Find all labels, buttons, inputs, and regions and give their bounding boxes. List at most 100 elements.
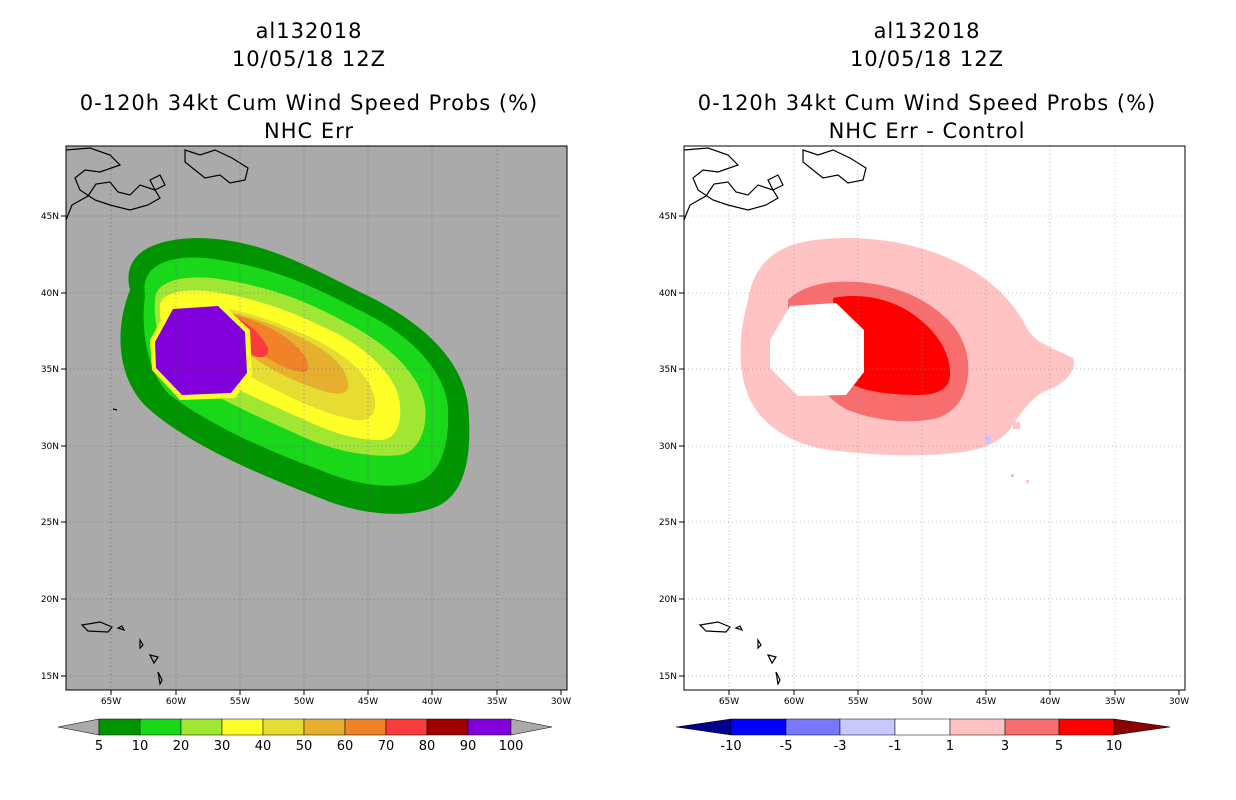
lon-label: 30W xyxy=(551,697,571,707)
colorbar-bin xyxy=(221,718,264,736)
colorbar-bin xyxy=(467,718,512,736)
wind-prob-map: 65W 60W 55W 50W 45W 40W 35W 30W 45N 40N … xyxy=(41,145,571,754)
island-1 xyxy=(116,625,126,632)
island-3 xyxy=(148,654,159,665)
colorbar-label: 100 xyxy=(499,739,524,754)
lat-label: 45N xyxy=(41,212,59,222)
lat-label: 20N xyxy=(41,595,59,605)
forecast-datetime: 10/05/18 12Z xyxy=(231,47,387,71)
island-1 xyxy=(734,625,744,632)
lon-label: 65W xyxy=(101,697,121,707)
coast-fragment xyxy=(149,174,166,191)
lon-label: 45W xyxy=(358,697,378,707)
colorbar-bin xyxy=(949,718,1006,736)
island-2 xyxy=(757,637,762,650)
colorbar-bin xyxy=(385,718,428,736)
colorbar-label: 90 xyxy=(460,739,477,754)
colorbar-label: 60 xyxy=(337,739,354,754)
lon-labels: 65W 60W 55W 50W 45W 40W 35W 30W xyxy=(101,697,571,707)
colorbar-low-arrow xyxy=(57,718,100,736)
lat-label: 30N xyxy=(41,442,59,452)
coastlines xyxy=(65,147,249,686)
newfoundland-coast xyxy=(184,149,249,184)
lon-label: 65W xyxy=(719,697,739,707)
lon-label: 50W xyxy=(912,697,932,707)
map-subtitle: NHC Err xyxy=(263,119,354,143)
left-map-panel: al132018 10/05/18 12Z 0-120h 34kt Cum Wi… xyxy=(41,19,571,754)
colorbar-bin xyxy=(1058,718,1115,736)
scattered-negative-cells xyxy=(986,436,1014,477)
colorbar-label: -5 xyxy=(780,739,793,754)
difference-map: 65W 60W 55W 50W 45W 40W 35W 30W 45N 40N … xyxy=(659,145,1189,754)
colorbar-label: 10 xyxy=(132,739,149,754)
colorbar-label: 1 xyxy=(946,739,954,754)
plot-frame xyxy=(683,145,1186,691)
colorbar-label: -1 xyxy=(889,739,902,754)
lon-label: 35W xyxy=(487,697,507,707)
forecast-datetime: 10/05/18 12Z xyxy=(849,47,1005,71)
colorbar-bin xyxy=(426,718,469,736)
lat-label: 25N xyxy=(41,518,59,528)
colorbar-bin xyxy=(180,718,223,736)
colorbar-label: 40 xyxy=(255,739,272,754)
lon-label: 55W xyxy=(848,697,868,707)
lon-label: 40W xyxy=(1040,697,1060,707)
map-subtitle: NHC Err - Control xyxy=(828,119,1026,143)
lat-label: 30N xyxy=(659,442,677,452)
lat-labels: 45N 40N 35N 30N 25N 20N 15N xyxy=(41,212,59,682)
storm-id: al132018 xyxy=(255,19,363,43)
probability-contours xyxy=(120,238,470,514)
graticule xyxy=(684,146,1185,690)
colorbar-label: -10 xyxy=(720,739,741,754)
colorbar-low-arrow xyxy=(675,718,732,736)
colorbar-label: 50 xyxy=(296,739,313,754)
island-2 xyxy=(139,637,144,650)
colorbar-bin xyxy=(785,718,841,736)
island-3 xyxy=(766,654,777,665)
colorbar-label: -3 xyxy=(834,739,847,754)
colorbar-label: 20 xyxy=(173,739,190,754)
lat-label: 20N xyxy=(659,595,677,605)
lat-label: 25N xyxy=(659,518,677,528)
lat-label: 40N xyxy=(41,289,59,299)
axis-ticks xyxy=(61,215,562,695)
lon-label: 60W xyxy=(784,697,804,707)
lat-label: 40N xyxy=(659,289,677,299)
axis-ticks xyxy=(679,215,1180,695)
island-4 xyxy=(775,671,781,686)
colorbar-bin xyxy=(1004,718,1060,736)
diff-near-zero-core xyxy=(770,303,864,396)
lon-label: 45W xyxy=(976,697,996,707)
contour-100 xyxy=(155,306,247,395)
colorbar-high-arrow xyxy=(510,718,553,736)
lon-label: 40W xyxy=(422,697,442,707)
colorbar-bin xyxy=(139,718,182,736)
colorbar-label: 70 xyxy=(378,739,395,754)
newfoundland-coast xyxy=(802,149,867,184)
colorbar-label: 5 xyxy=(95,739,103,754)
lat-label: 15N xyxy=(659,672,677,682)
colorbar-high-arrow xyxy=(1113,718,1171,736)
lat-label: 15N xyxy=(41,672,59,682)
lat-label: 45N xyxy=(659,212,677,222)
coastlines xyxy=(683,147,867,686)
colorbar-bin xyxy=(839,718,896,736)
lat-labels: 45N 40N 35N 30N 25N 20N 15N xyxy=(659,212,677,682)
colorbar-label: 5 xyxy=(1055,739,1063,754)
bermuda xyxy=(112,408,118,411)
lon-label: 55W xyxy=(230,697,250,707)
colorbar-label: 30 xyxy=(214,739,231,754)
storm-id: al132018 xyxy=(873,19,981,43)
colorbar-label: 10 xyxy=(1106,739,1123,754)
colorbar-labels: -10 -5 -3 -1 1 3 5 10 xyxy=(720,739,1122,754)
colorbar-bin xyxy=(303,718,346,736)
colorbar-bin xyxy=(894,718,951,736)
colorbar-bin xyxy=(730,718,787,736)
colorbar-label: 3 xyxy=(1001,739,1009,754)
colorbar-bin xyxy=(262,718,305,736)
lon-labels: 65W 60W 55W 50W 45W 40W 35W 30W xyxy=(719,697,1189,707)
colorbar-label: 80 xyxy=(419,739,436,754)
lat-label: 35N xyxy=(659,365,677,375)
coast-fragment xyxy=(767,174,784,191)
island-4 xyxy=(157,671,163,686)
